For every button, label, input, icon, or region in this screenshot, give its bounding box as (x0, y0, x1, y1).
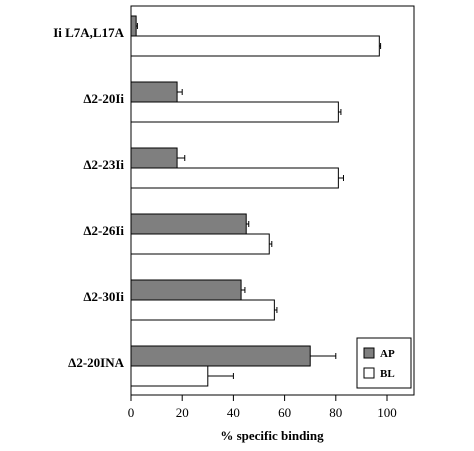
x-tick-label: 0 (128, 405, 135, 420)
x-tick-label: 100 (377, 405, 397, 420)
plot-frame (130, 5, 415, 396)
bar-ap (130, 81, 178, 103)
bar-bl (130, 233, 270, 255)
bar-bl (130, 299, 275, 321)
bar-ap (130, 345, 311, 367)
category-label: Δ2-30Ii (83, 289, 124, 304)
legend-swatch-ap (363, 347, 375, 359)
bar-ap (130, 15, 137, 37)
legend-label-ap: AP (380, 348, 395, 360)
bar-bl (130, 167, 339, 189)
x-axis-label: % specific binding (220, 428, 324, 443)
bar-ap (130, 279, 242, 301)
x-tick-label: 80 (329, 405, 342, 420)
bar-ap (130, 147, 178, 169)
legend-label-bl: BL (380, 368, 395, 380)
x-tick-label: 40 (227, 405, 240, 420)
category-label: Δ2-26Ii (83, 223, 124, 238)
legend-swatch-bl (363, 367, 375, 379)
bar-bl (130, 365, 209, 387)
legend-box (356, 337, 412, 389)
x-tick-label: 20 (176, 405, 189, 420)
bar-ap (130, 213, 247, 235)
x-tick-label: 60 (278, 405, 291, 420)
category-label: Δ2-20INA (68, 355, 124, 370)
category-label: Δ2-20Ii (83, 91, 124, 106)
legend: AP BL (356, 337, 412, 389)
category-label: Ii L7A,L17A (53, 25, 124, 40)
bar-bl (130, 101, 339, 123)
category-label: Δ2-23Ii (83, 157, 124, 172)
bar-bl (130, 35, 380, 57)
